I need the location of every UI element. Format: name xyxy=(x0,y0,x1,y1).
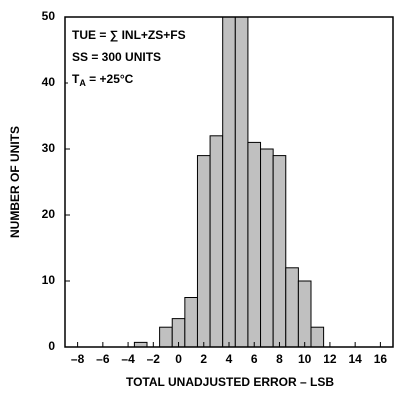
bar xyxy=(234,16,249,348)
x-tick-label: 4 xyxy=(226,352,233,366)
bar xyxy=(209,135,224,348)
bar xyxy=(310,326,325,348)
x-axis-label: TOTAL UNADJUSTED ERROR – LSB xyxy=(126,375,334,389)
condition-subscript: A xyxy=(79,78,86,88)
x-tick-label: –8 xyxy=(71,352,85,366)
x-tick-label: 14 xyxy=(348,352,362,366)
bar xyxy=(196,155,211,348)
bar xyxy=(272,155,287,348)
bar xyxy=(222,16,236,348)
y-tick-label: 50 xyxy=(42,9,56,23)
y-tick-label: 20 xyxy=(42,207,56,221)
condition-text: = +25°C xyxy=(86,72,134,86)
y-tick-label: 10 xyxy=(42,273,56,287)
annotation: TA = +25°C xyxy=(72,72,134,88)
y-axis-label: NUMBER OF UNITS xyxy=(8,126,22,238)
bar xyxy=(159,326,173,348)
annotation: SS = 300 UNITS xyxy=(72,50,161,64)
x-tick-label: 2 xyxy=(200,352,207,366)
bar xyxy=(247,141,262,348)
x-tick-label: –2 xyxy=(147,352,161,366)
bar xyxy=(285,267,299,348)
condition-symbol: T xyxy=(72,72,80,86)
x-tick-label: 0 xyxy=(175,352,182,366)
x-tick-label: –6 xyxy=(96,352,110,366)
bar xyxy=(297,280,312,348)
y-tick-label: 40 xyxy=(42,75,56,89)
x-tick-label: 8 xyxy=(276,352,283,366)
annotation-box xyxy=(68,21,198,101)
x-tick-label: 16 xyxy=(374,352,388,366)
annotation: TUE = ∑ INL+ZS+FS xyxy=(72,28,186,42)
y-tick-label: 0 xyxy=(48,339,55,353)
x-tick-label: 6 xyxy=(251,352,258,366)
x-tick-label: –4 xyxy=(121,352,135,366)
y-tick-label: 30 xyxy=(42,141,56,155)
x-tick-label: 12 xyxy=(323,352,337,366)
bar xyxy=(260,148,274,348)
x-tick-label: 10 xyxy=(298,352,312,366)
bar xyxy=(184,297,198,348)
